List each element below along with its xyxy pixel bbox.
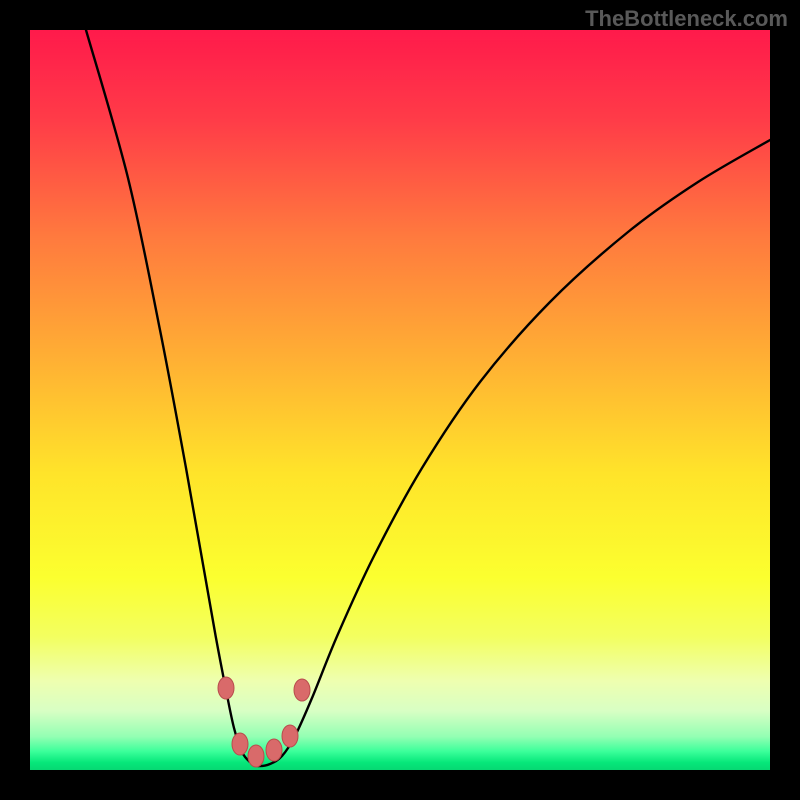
curve-layer: [30, 30, 770, 770]
plot-area: [30, 30, 770, 770]
marker-point: [266, 739, 282, 761]
bottleneck-curve: [86, 30, 770, 766]
marker-point: [294, 679, 310, 701]
marker-point: [248, 745, 264, 767]
chart-frame: TheBottleneck.com: [0, 0, 800, 800]
marker-point: [232, 733, 248, 755]
watermark-text: TheBottleneck.com: [585, 6, 788, 32]
marker-point: [218, 677, 234, 699]
marker-point: [282, 725, 298, 747]
